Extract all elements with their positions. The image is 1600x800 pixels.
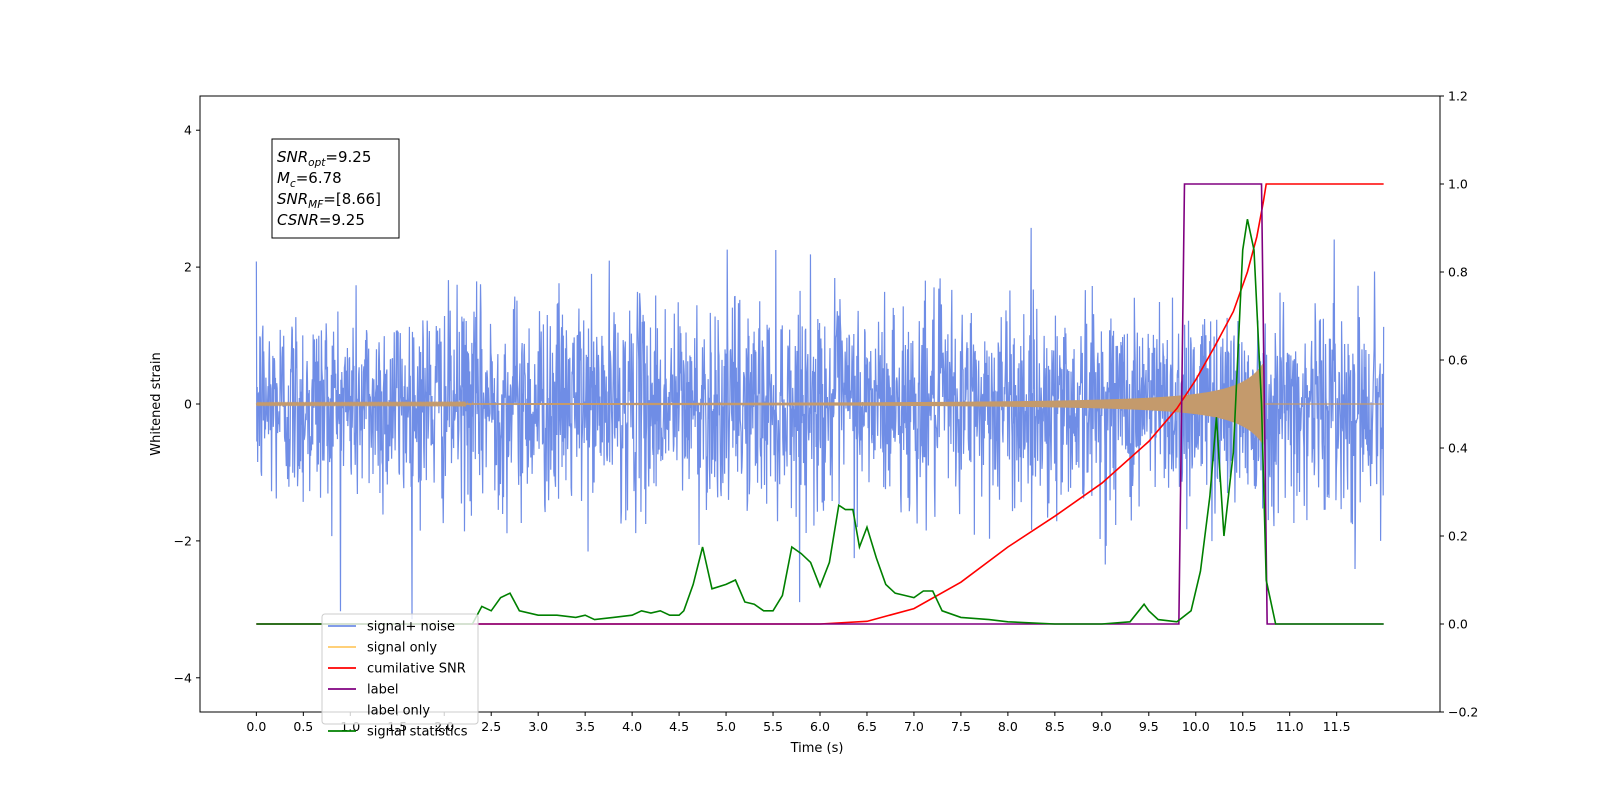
- y-right-tick-label: −0.2: [1448, 705, 1478, 720]
- x-tick-label: 5.0: [716, 719, 736, 734]
- y-right-tick-label: 0.8: [1448, 265, 1468, 280]
- y-right-tick-label: 0.4: [1448, 441, 1468, 456]
- annotation-line: CSNR=9.25: [277, 211, 365, 229]
- legend-entry-label: label only: [367, 704, 430, 719]
- series-signal-noise-line: [255, 227, 1385, 620]
- x-tick-label: 6.0: [810, 719, 830, 734]
- plot-content: [255, 183, 1385, 625]
- x-tick-label: 11.0: [1276, 719, 1304, 734]
- x-tick-label: 3.5: [575, 719, 595, 734]
- y-right-tick-label: 0.0: [1448, 617, 1468, 632]
- y-axis-left: −4 −2 0 2 4: [174, 123, 200, 685]
- y-left-tick-label: −4: [174, 670, 192, 685]
- series-signal-statistics-line: [256, 219, 1384, 625]
- x-tick-label: 10.5: [1229, 719, 1257, 734]
- x-axis: 0.0 0.5 1.0 1.5 2.0 2.5 3.0 3.5 4.0 4.5 5.0 5.5 6.0 6…: [246, 712, 1351, 734]
- x-tick-label: 0.5: [293, 719, 313, 734]
- x-tick-label: 8.5: [1045, 719, 1065, 734]
- annotation-line: SNRMF=[8.66]: [277, 190, 381, 211]
- y-right-tick-label: 1.0: [1448, 177, 1468, 192]
- x-tick-label: 8.0: [998, 719, 1018, 734]
- y-left-tick-label: 4: [184, 123, 192, 138]
- legend-entry-label: cumilative SNR: [367, 662, 466, 677]
- annotation-line: SNRopt=9.25: [277, 148, 371, 169]
- y-left-tick-label: 0: [184, 397, 192, 412]
- series-signal-only-line: [255, 364, 1384, 445]
- x-tick-label: 10.0: [1182, 719, 1210, 734]
- y-left-tick-label: −2: [174, 533, 192, 548]
- y-axis-left-title: Whitened strain: [149, 352, 164, 455]
- legend-entry-label: label: [367, 683, 398, 698]
- y-right-tick-label: 0.6: [1448, 353, 1468, 368]
- legend-entry-label: signal statistics: [367, 725, 468, 740]
- x-tick-label: 2.5: [481, 719, 501, 734]
- annotation-frame: [271, 138, 400, 239]
- x-tick-label: 9.0: [1092, 719, 1112, 734]
- x-tick-label: 7.5: [951, 719, 971, 734]
- x-tick-label: 9.5: [1139, 719, 1159, 734]
- x-tick-label: 0.0: [246, 719, 266, 734]
- x-tick-label: 3.0: [528, 719, 548, 734]
- x-tick-label: 4.5: [669, 719, 689, 734]
- legend-entry-label: signal+ noise: [367, 620, 455, 635]
- y-axis-right: −0.2 0.0 0.2 0.4 0.6 0.8 1.0 1.2: [1440, 89, 1478, 720]
- y-left-tick-label: 2: [184, 260, 192, 275]
- legend-entry-label: signal only: [367, 641, 437, 656]
- x-tick-label: 6.5: [857, 719, 877, 734]
- x-axis-title: Time (s): [790, 741, 844, 756]
- legend-frame: [321, 613, 479, 725]
- y-right-tick-label: 0.2: [1448, 529, 1468, 544]
- x-tick-label: 7.0: [904, 719, 924, 734]
- y-right-tick-label: 1.2: [1448, 89, 1468, 104]
- legend: signal+ noise signal only cumilative SNR la…: [321, 613, 479, 740]
- x-tick-label: 11.5: [1323, 719, 1351, 734]
- x-tick-label: 5.5: [763, 719, 783, 734]
- x-tick-label: 4.0: [622, 719, 642, 734]
- series-cumulative-snr-line: [256, 183, 1384, 625]
- annotation-line: Mc=6.78: [277, 169, 342, 190]
